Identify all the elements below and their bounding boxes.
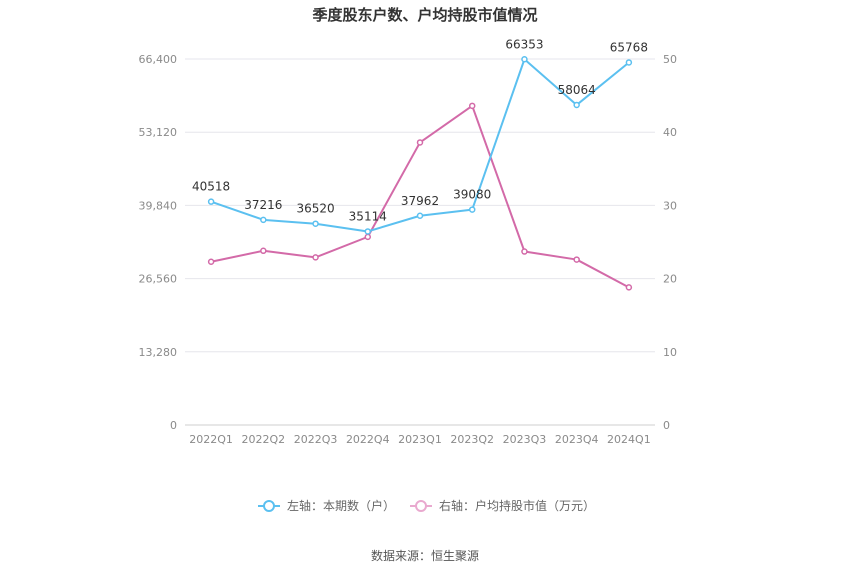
series-point	[312, 254, 319, 261]
x-tick-label: 2022Q2	[242, 433, 286, 446]
data-label: 37216	[244, 198, 282, 212]
right-tick-label: 0	[663, 419, 670, 432]
series-point	[468, 206, 476, 213]
series-point	[521, 56, 528, 63]
right-tick-label: 10	[663, 346, 677, 359]
x-tick-label: 2022Q4	[346, 433, 390, 446]
legend[interactable]: 左轴：本期数（户） 右轴：户均持股市值（万元）	[258, 498, 595, 513]
series-point	[573, 256, 580, 263]
source-note: 数据来源：恒生聚源	[371, 548, 479, 563]
series-point	[416, 139, 424, 146]
data-label: 66353	[505, 37, 543, 51]
series-point	[468, 102, 476, 110]
right-tick-label: 40	[663, 126, 677, 139]
series-point	[207, 198, 215, 205]
legend-circle-marker	[263, 500, 275, 512]
legend-label: 左轴：本期数（户）	[287, 498, 395, 513]
series-point	[625, 284, 633, 291]
series-point	[364, 228, 372, 235]
left-tick-label: 66,400	[139, 53, 178, 66]
data-labels: 40518 37216 36520 35114 37962 39080 66353 58064…	[192, 37, 648, 223]
data-label: 39080	[453, 188, 491, 202]
x-tick-label: 2023Q3	[503, 433, 547, 446]
data-label: 35114	[349, 209, 387, 223]
x-tick-label: 2023Q2	[450, 433, 494, 446]
series-layer	[207, 56, 633, 291]
right-tick-label: 30	[663, 199, 677, 212]
data-label: 37962	[401, 194, 439, 208]
x-tick-label: 2024Q1	[607, 433, 651, 446]
legend-item[interactable]: 左轴：本期数（户）	[258, 498, 395, 513]
left-tick-label: 0	[170, 419, 177, 432]
x-tick-label: 2023Q1	[398, 433, 442, 446]
series-point	[260, 247, 267, 255]
right-tick-label: 20	[663, 273, 677, 286]
series-point	[260, 216, 267, 224]
left-tick-label: 39,840	[139, 199, 178, 212]
left-tick-label: 13,280	[139, 346, 178, 359]
x-tick-label: 2023Q4	[555, 433, 599, 446]
grid-lines	[185, 58, 655, 426]
legend-label: 右轴：户均持股市值（万元）	[439, 498, 595, 513]
right-axis-ticks: 0 10 20 30 40 50	[663, 53, 677, 432]
chart-title: 季度股东户数、户均持股市值情况	[312, 6, 537, 24]
series-point	[364, 233, 372, 241]
right-tick-label: 50	[663, 53, 677, 66]
series-point	[625, 59, 633, 66]
x-axis-ticks: 2022Q1 2022Q2 2022Q3 2022Q4 2023Q1 2023Q2 2023…	[189, 433, 650, 446]
data-label: 40518	[192, 180, 230, 194]
x-tick-label: 2022Q1	[189, 433, 233, 446]
data-label: 36520	[296, 202, 334, 216]
left-tick-label: 53,120	[139, 126, 178, 139]
series-point	[573, 101, 580, 109]
series-point	[312, 220, 319, 227]
data-label: 65768	[610, 40, 648, 54]
series-point	[207, 258, 215, 266]
legend-circle-marker	[415, 500, 427, 512]
series-point	[521, 248, 528, 255]
series-point	[416, 212, 424, 220]
data-label: 58064	[558, 83, 596, 97]
left-tick-label: 26,560	[139, 273, 178, 286]
x-tick-label: 2022Q3	[294, 433, 338, 446]
left-axis-ticks: 0 13,280 26,560 39,840 53,120 66,400	[139, 53, 178, 432]
legend-item[interactable]: 右轴：户均持股市值（万元）	[410, 498, 595, 513]
